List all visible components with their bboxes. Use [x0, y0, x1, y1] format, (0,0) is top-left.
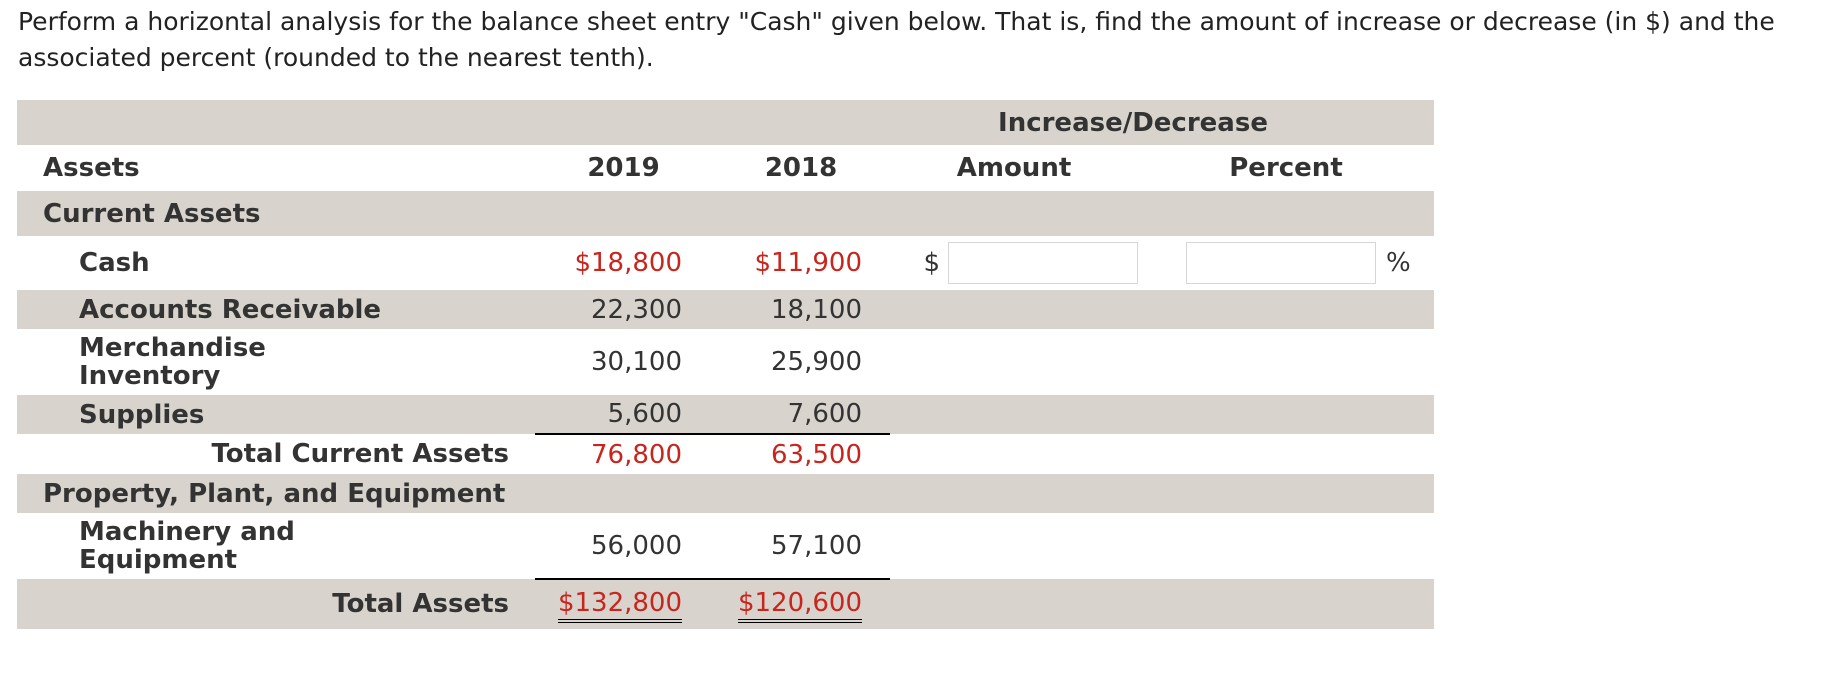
table-row-machinery: Machinery and Equipment 56,000 57,100 — [17, 513, 1434, 580]
supplies-2019-value: 5,600 — [535, 395, 712, 435]
merch-2019-value: 30,100 — [591, 347, 682, 377]
cash-2019-value: $18,800 — [574, 248, 682, 278]
merch-label: Merchandise Inventory — [79, 333, 266, 391]
section-ppe: Property, Plant, and Equipment — [17, 474, 1434, 513]
total-assets-2019-cell: $132,800 — [535, 579, 712, 629]
merch-2018-value: 25,900 — [771, 347, 862, 377]
total-assets-2018-cell: $120,600 — [712, 579, 890, 629]
amount-header: Amount — [956, 153, 1072, 183]
increase-decrease-header: Increase/Decrease — [890, 100, 1376, 145]
ar-2018-value: 18,100 — [712, 290, 890, 329]
year-2019-header: 2019 — [587, 153, 660, 183]
row-label: Accounts Receivable — [17, 290, 535, 329]
machinery-2018-value: 57,100 — [712, 513, 890, 580]
total-assets-2018-value: $120,600 — [737, 587, 862, 623]
row-label: Machinery and Equipment — [17, 513, 535, 579]
row-label: Total Assets — [17, 579, 535, 629]
total-current-2018-value: 63,500 — [771, 439, 862, 470]
assets-header: Assets — [43, 153, 140, 183]
supplies-2018-value: 7,600 — [712, 395, 890, 435]
amount-input[interactable] — [948, 242, 1138, 284]
dollar-sign: $ — [923, 248, 940, 278]
section-label: Current Assets — [17, 191, 535, 236]
table-row-cash: Cash $18,800 $11,900 $ % — [17, 236, 1434, 290]
cash-2018-value: $11,900 — [754, 248, 862, 278]
table-row-total-assets: Total Assets $132,800 $120,600 — [17, 579, 1434, 629]
balance-sheet-table: Increase/Decrease Assets 2019 2018 Amoun… — [17, 100, 1434, 629]
row-label: Supplies — [17, 395, 535, 434]
machinery-2019-value: 56,000 — [535, 513, 712, 580]
total-assets-2019-value: $132,800 — [557, 587, 682, 623]
table-row-merchandise-inventory: Merchandise Inventory 30,100 25,900 — [17, 329, 1434, 395]
row-label: Merchandise Inventory — [17, 329, 535, 395]
machinery-label: Machinery and Equipment — [79, 517, 295, 575]
row-label: Cash — [79, 248, 150, 278]
percent-input[interactable] — [1186, 242, 1376, 284]
header-group-row: Increase/Decrease — [17, 100, 1434, 145]
table-row-supplies: Supplies 5,600 7,600 — [17, 395, 1434, 435]
table-row-accounts-receivable: Accounts Receivable 22,300 18,100 — [17, 290, 1434, 329]
table-row-total-current-assets: Total Current Assets 76,800 63,500 — [17, 434, 1434, 474]
ar-2019-value: 22,300 — [535, 290, 712, 329]
year-2018-header: 2018 — [764, 153, 838, 183]
question-text: Perform a horizontal analysis for the ba… — [18, 7, 1775, 72]
header-row: Assets 2019 2018 Amount Percent — [17, 145, 1434, 191]
section-label: Property, Plant, and Equipment — [17, 474, 535, 513]
total-current-2019-value: 76,800 — [591, 439, 682, 470]
percent-sign: % — [1386, 248, 1411, 278]
section-current-assets: Current Assets — [17, 191, 1434, 236]
percent-header: Percent — [1229, 153, 1343, 183]
row-label: Total Current Assets — [211, 439, 509, 469]
